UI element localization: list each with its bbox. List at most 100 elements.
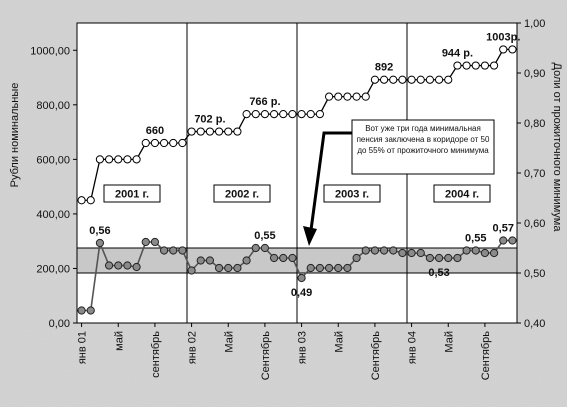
ratio-data-label: 0,49 <box>291 287 312 299</box>
annotation-text: Вот уже три года минимальная пенсия заклю… <box>357 124 490 155</box>
ratio-point <box>398 248 407 258</box>
rubles-point <box>444 75 453 84</box>
x-tick-label: Сентябрь <box>480 331 492 381</box>
ratio-point <box>471 246 480 255</box>
ratio-point <box>169 246 178 255</box>
x-tick-label: Май <box>443 331 455 353</box>
ratio-point <box>508 236 517 245</box>
rubles-point <box>242 109 251 119</box>
ratio-point <box>123 261 132 270</box>
ratio-point <box>324 263 334 273</box>
ratio-point <box>95 238 105 248</box>
ratio-point <box>288 253 297 263</box>
rubles-point <box>205 127 215 136</box>
y-right-tick-label: 0,80 <box>524 118 545 130</box>
rubles-point <box>187 127 196 136</box>
ratio-data-label: 0,53 <box>428 267 449 279</box>
ratio-point <box>434 253 444 263</box>
ratio-point <box>224 263 233 273</box>
year-label: 2002 г. <box>225 189 259 201</box>
ratio-point <box>444 253 453 263</box>
y-left-tick-label: 400,00 <box>36 209 70 221</box>
y-left-tick-label: 200,00 <box>36 263 70 275</box>
ratio-point <box>297 273 306 283</box>
x-tick-label: Май <box>333 331 345 353</box>
y-right-tick-label: 0,60 <box>524 218 545 230</box>
ratio-data-label: 0,56 <box>89 225 110 237</box>
rubles-point <box>251 109 260 119</box>
rubles-point <box>324 92 334 101</box>
ratio-point <box>407 248 416 258</box>
rubles-point <box>361 92 370 101</box>
rubles-data-label: 944 р. <box>442 48 473 60</box>
ratio-point <box>334 263 343 273</box>
rubles-point <box>389 75 398 84</box>
y-left-axis-title: Рубли номинальные <box>9 83 21 188</box>
ratio-point <box>233 263 242 273</box>
ratio-point <box>269 253 279 263</box>
ratio-point <box>361 246 370 255</box>
rubles-data-label: 892 <box>375 62 393 74</box>
ratio-point <box>499 236 508 245</box>
ratio-point <box>187 266 196 275</box>
y-right-tick-label: 0,70 <box>524 168 545 180</box>
rubles-point <box>306 109 315 119</box>
ratio-point <box>389 246 398 255</box>
rubles-point <box>352 92 361 101</box>
rubles-point <box>480 61 490 70</box>
year-label-box <box>103 184 161 203</box>
x-tick-label: май <box>113 331 125 351</box>
ratio-point <box>104 261 114 270</box>
year-label: 2003 г. <box>335 189 369 201</box>
ratio-point <box>343 263 352 273</box>
ratio-point <box>480 248 490 258</box>
rubles-point <box>288 109 297 119</box>
ratio-point <box>279 253 288 263</box>
ratio-point <box>242 256 251 265</box>
rubles-point <box>297 109 306 119</box>
rubles-point <box>462 61 471 70</box>
rubles-point <box>269 109 279 119</box>
ratio-point <box>159 246 169 255</box>
y-right-tick-label: 1,00 <box>524 18 545 30</box>
y-right-tick-label: 0,50 <box>524 268 545 280</box>
x-tick-label: янв 04 <box>407 331 419 364</box>
rubles-point <box>150 138 160 148</box>
rubles-point <box>471 61 480 70</box>
ratio-point <box>352 253 361 263</box>
rubles-point <box>260 109 270 119</box>
ratio-point <box>114 261 123 270</box>
rubles-point <box>379 75 389 84</box>
y-left-tick-label: 0,00 <box>49 318 70 330</box>
ratio-point <box>260 243 270 253</box>
rubles-point <box>214 127 224 136</box>
ratio-data-label: 0,57 <box>493 223 514 235</box>
y-right-tick-label: 0,40 <box>524 318 545 330</box>
rubles-point <box>233 127 242 136</box>
rubles-point <box>453 61 462 70</box>
y-right-axis-title: Доли от прожиточного минимума <box>551 63 563 233</box>
rubles-point <box>196 127 205 136</box>
ratio-point <box>196 256 205 265</box>
y-left-tick-label: 1000,00 <box>30 45 70 57</box>
rubles-point <box>178 138 187 148</box>
x-tick-label: сентябрь <box>150 331 162 378</box>
rubles-data-label: 766 р. <box>249 96 280 108</box>
rubles-point <box>434 75 444 84</box>
rubles-point <box>159 138 169 148</box>
ratio-point <box>306 263 315 273</box>
rubles-point <box>334 92 343 101</box>
rubles-point <box>114 155 123 164</box>
ratio-point <box>489 248 499 258</box>
rubles-data-label: 1003р. <box>486 31 520 43</box>
ratio-point <box>453 253 462 263</box>
ratio-point <box>462 246 471 255</box>
ratio-point <box>132 262 141 272</box>
rubles-point <box>370 75 380 84</box>
x-tick-label: Сентябрь <box>370 331 382 381</box>
y-right-tick-label: 0,90 <box>524 68 545 80</box>
ratio-point <box>315 263 325 273</box>
rubles-data-label: 702 р. <box>194 114 225 126</box>
ratio-point <box>251 243 260 253</box>
rubles-point <box>169 138 178 148</box>
